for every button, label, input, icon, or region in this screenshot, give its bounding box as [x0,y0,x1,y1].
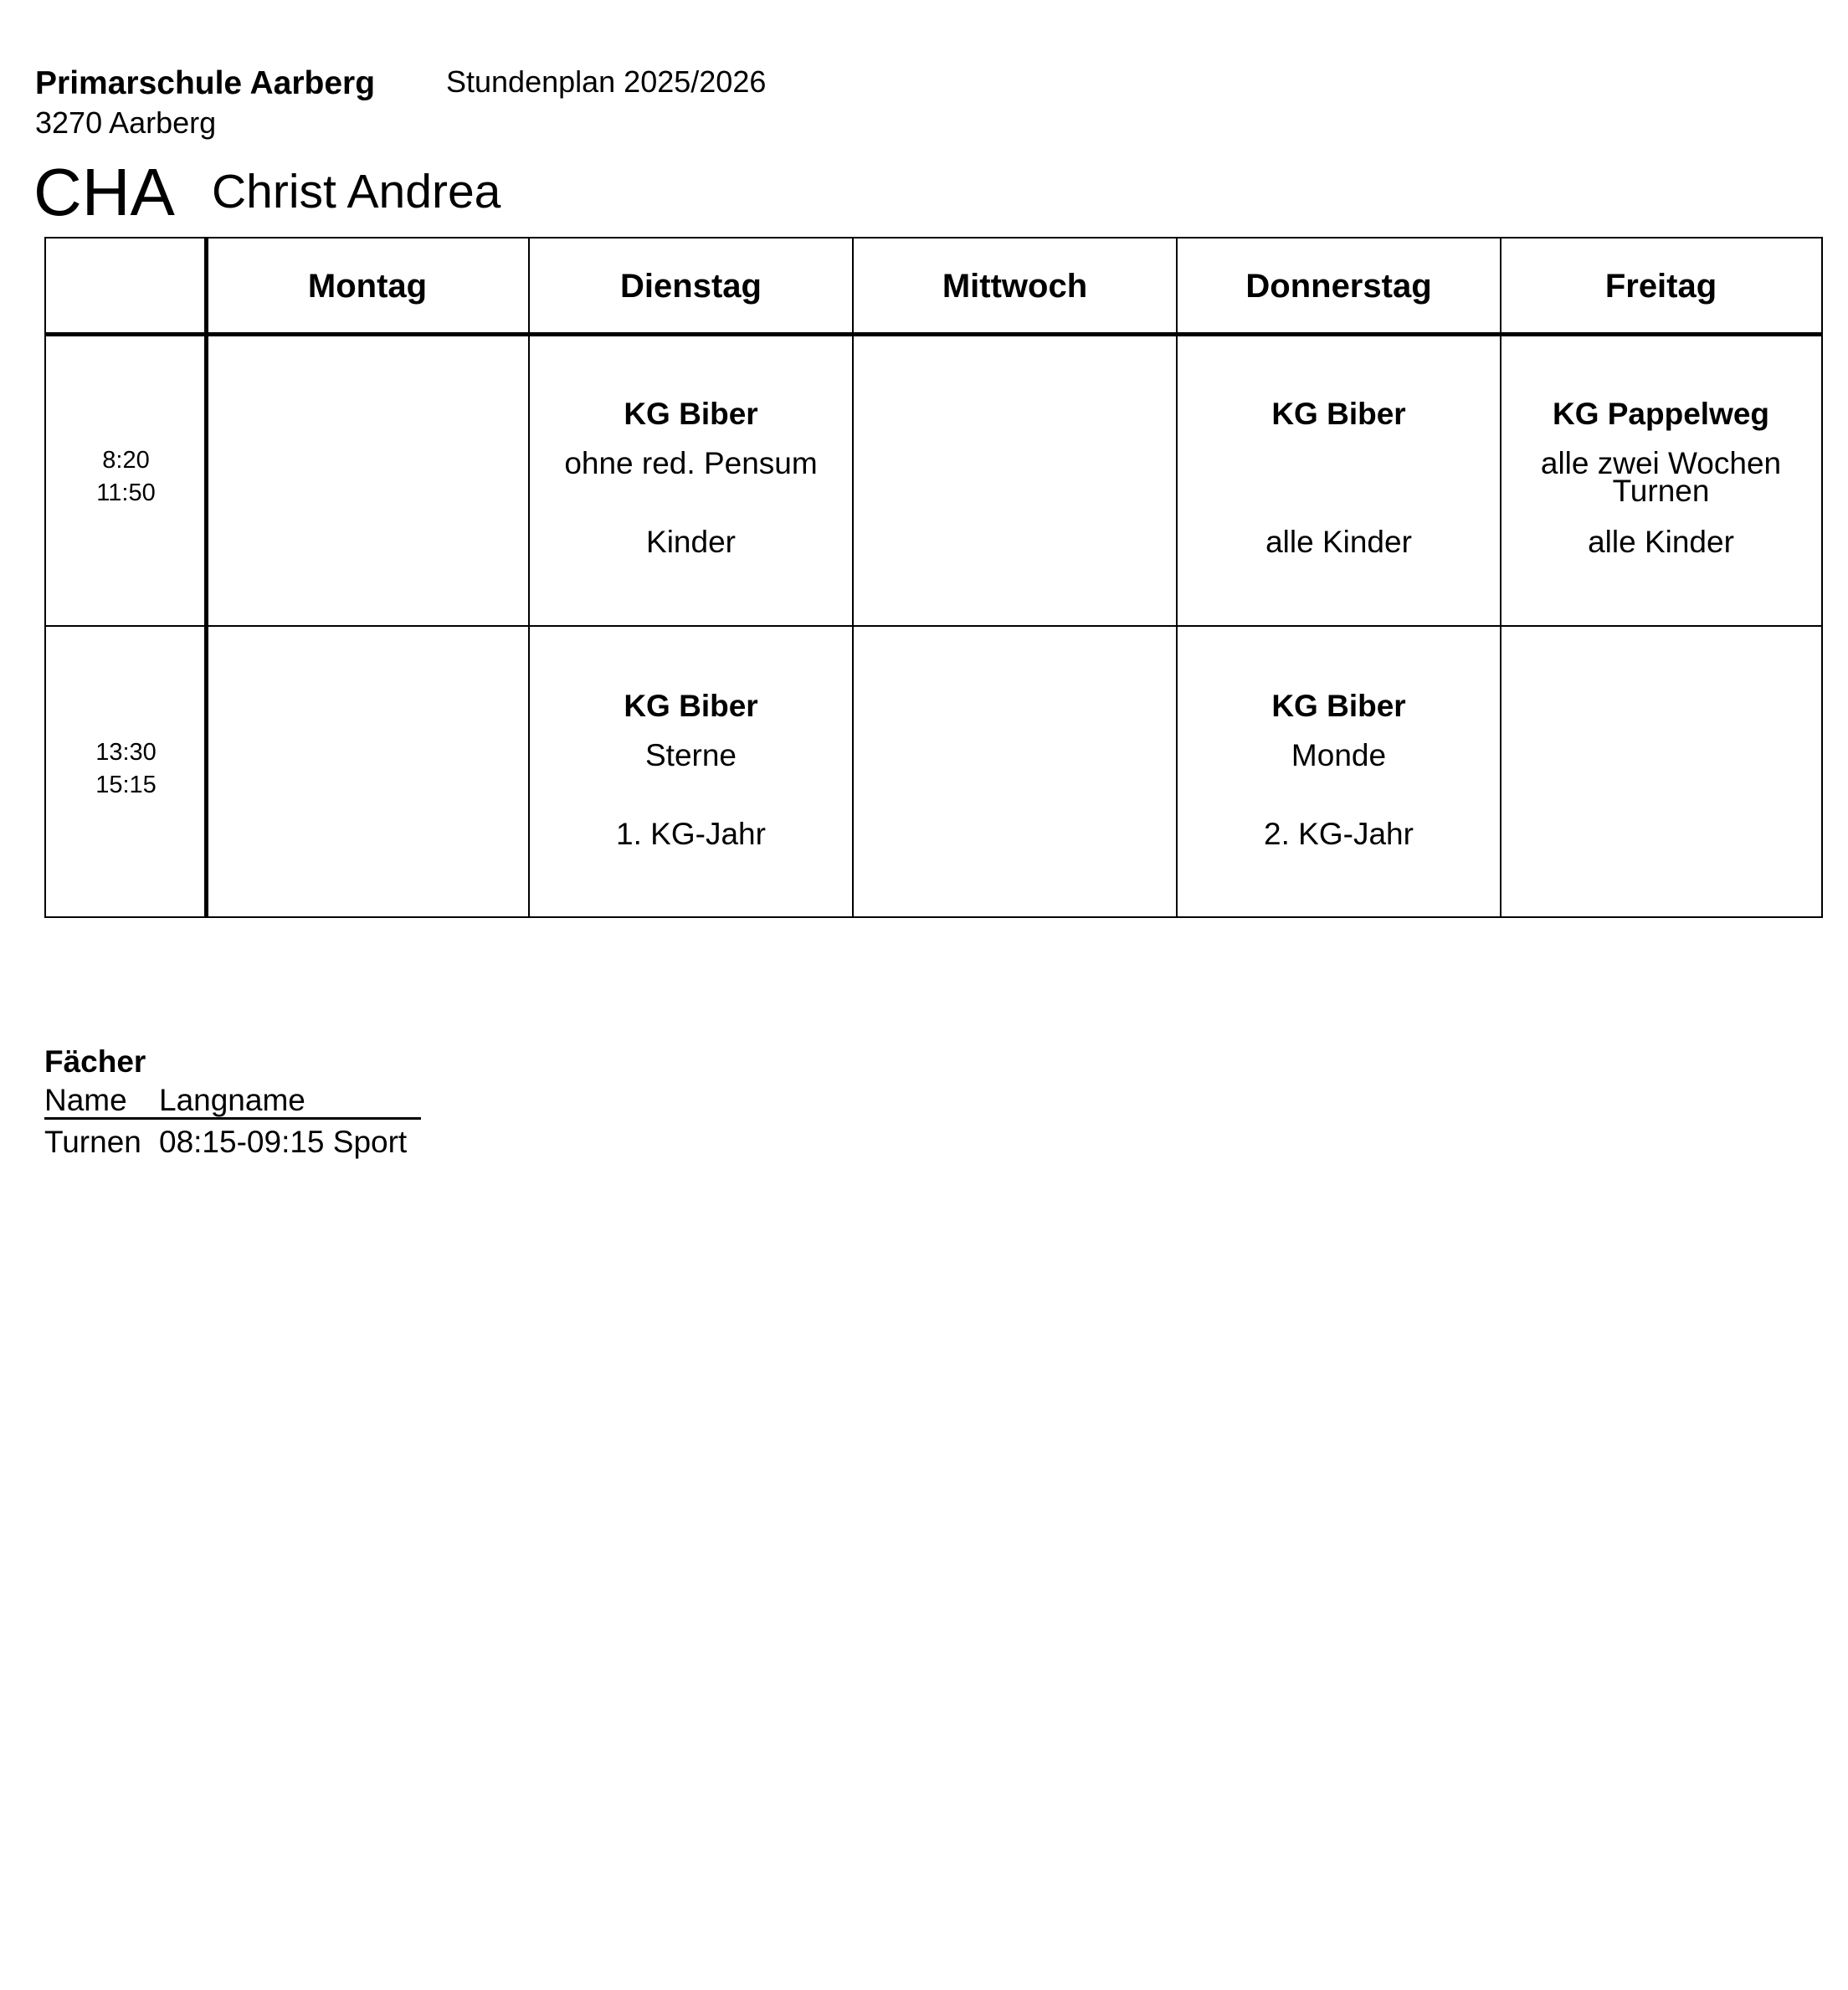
day-header-dienstag: Dienstag [620,267,762,305]
period-end: 11:50 [96,480,156,506]
school-name: Primarschule Aarberg [35,65,376,101]
period-end: 15:15 [95,772,157,798]
row-divider [46,625,1821,627]
lesson-cell [853,626,1177,916]
lesson-cell [1501,626,1821,916]
lesson-group: alle zwei Wochen [1540,446,1782,480]
teacher-code: CHA [33,155,175,229]
day-header-mittwoch: Mittwoch [942,267,1088,305]
header-divider [46,332,1821,336]
lesson-class: KG Biber [624,397,758,431]
subject-row-name: Turnen [44,1125,141,1159]
day-header-donnerstag: Donnerstag [1245,267,1432,305]
column-divider [203,238,208,916]
plan-title: Stundenplan 2025/2026 [446,64,767,99]
column-divider [1500,238,1502,916]
subjects-header-langname: Langname [159,1083,305,1117]
period-start: 8:20 [102,447,150,474]
lesson-cell: KG Biber alle Kinder [1177,334,1501,626]
subject-row-langname: 08:15-09:15 Sport [159,1125,408,1159]
subjects-header-divider [44,1117,421,1120]
lesson-group: Monde [1291,738,1387,772]
lesson-subject: Turnen [1612,474,1710,508]
teacher-name: Christ Andrea [212,165,501,218]
timetable-grid: Montag Dienstag Mittwoch Donnerstag Freitag 8… [44,237,1823,918]
subjects-title: Fächer [44,1044,146,1079]
period-start: 13:30 [95,739,157,766]
day-header-freitag: Freitag [1604,267,1717,305]
lesson-cell: KG Biber Sterne 1. KG-Jahr [529,626,853,916]
period-time: 8:20 11:50 [46,334,206,626]
column-divider [1176,238,1178,916]
lesson-class: KG Pappelweg [1552,397,1770,431]
lesson-audience: Kinder [646,525,736,559]
column-divider [528,238,530,916]
school-city: 3270 Aarberg [35,105,217,140]
column-divider [852,238,854,916]
lesson-audience: alle Kinder [1588,525,1734,559]
lesson-cell: KG Biber ohne red. Pensum Kinder [529,334,853,626]
subjects-header-name: Name [44,1083,127,1117]
lesson-cell: KG Pappelweg alle zwei Wochen Turnen alle K… [1501,334,1821,626]
lesson-class: KG Biber [624,689,758,723]
lesson-group: ohne red. Pensum [564,446,818,480]
lesson-cell [206,334,529,626]
lesson-audience: 2. KG-Jahr [1264,817,1414,851]
lesson-group: Sterne [644,738,737,772]
lesson-audience: alle Kinder [1265,525,1412,559]
lesson-cell [206,626,529,916]
lesson-cell: KG Biber Monde 2. KG-Jahr [1177,626,1501,916]
period-time: 13:30 15:15 [46,626,206,916]
lesson-class: KG Biber [1271,397,1406,431]
lesson-class: KG Biber [1271,689,1406,723]
day-header-montag: Montag [307,267,428,305]
lesson-cell [853,334,1177,626]
lesson-audience: 1. KG-Jahr [616,817,766,851]
